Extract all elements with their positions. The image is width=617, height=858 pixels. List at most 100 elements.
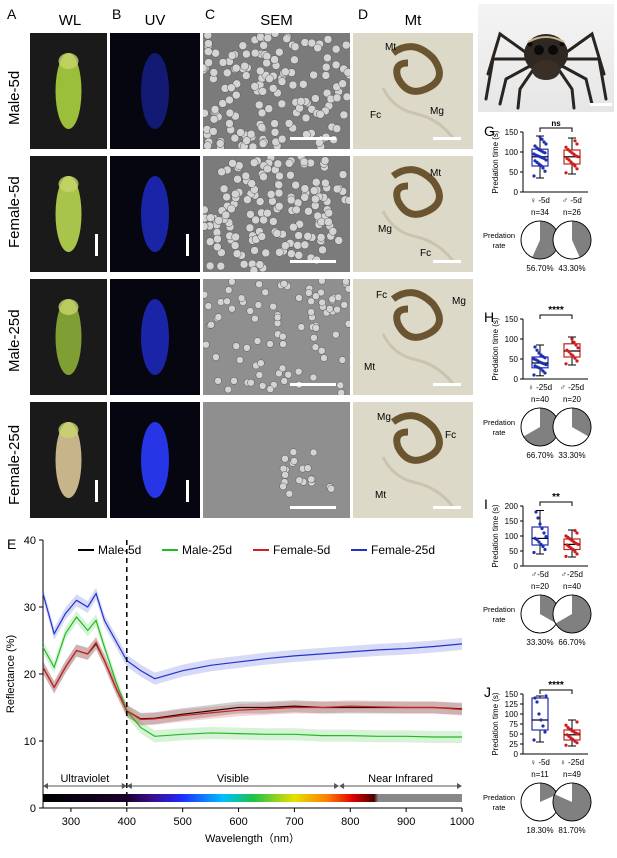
region-label: Ultraviolet (60, 773, 109, 785)
brochosome-particle (227, 83, 236, 92)
brochosome-particle (270, 119, 279, 128)
brochosome-particle (321, 178, 330, 188)
gut-structure (381, 456, 455, 508)
brochosome-particle (343, 68, 350, 77)
brochosome-particle (327, 485, 335, 493)
brochosome-particle (295, 476, 304, 485)
brochosome-particle (225, 108, 235, 118)
malpighian-tubule (390, 412, 443, 464)
brochosome-particle (255, 260, 265, 269)
data-point (569, 352, 573, 356)
data-point (575, 359, 579, 363)
group-label: ♀ -5d (530, 758, 550, 767)
mt-annotation: Mg (452, 296, 466, 307)
x-tick-label: 300 (62, 816, 80, 828)
brochosome-particle (239, 260, 249, 269)
scale-bar (186, 480, 189, 502)
brochosome-particle (297, 323, 306, 331)
brochosome-particle (277, 77, 287, 86)
y-tick-label: 50 (509, 355, 518, 364)
brochosome-particle (304, 464, 312, 472)
brochosome-particle (316, 110, 325, 119)
brochosome-particle (228, 304, 236, 313)
column-header-mt: Mt (404, 12, 422, 29)
brochosome-particle (228, 279, 236, 286)
brochosome-particle (227, 51, 237, 60)
panel-letter-e: E (7, 536, 17, 552)
brochosome-particle (231, 63, 241, 73)
brochosome-particle (333, 305, 341, 314)
column-header-sem: SEM (260, 12, 293, 29)
brochosome-particle (336, 381, 345, 390)
mt-photo (353, 33, 473, 149)
brochosome-particle (250, 82, 259, 91)
n-label: n=49 (563, 770, 582, 779)
legend: Male-5d Male-25d Female-5d Female-25d (78, 543, 435, 557)
data-point (570, 337, 574, 341)
panel-G: 0 50 100 150 Predation time (s) ♀ -5d n=34 ♂ -5… (483, 119, 592, 273)
data-point (576, 346, 580, 350)
mt-annotation: Mt (385, 42, 397, 53)
region-label: Near Infrared (368, 773, 433, 785)
x-tick-label: 900 (397, 816, 415, 828)
brochosome-particle (231, 189, 240, 199)
y-tick-label: 100 (505, 532, 519, 541)
brochosome-particle (257, 108, 267, 118)
brochosome-particle (258, 382, 267, 390)
panel-letter-c: C (205, 6, 216, 22)
legend-label: Male-25d (182, 543, 232, 557)
brochosome-particle (213, 242, 222, 252)
insect-body (55, 422, 82, 498)
rate-label: Predation (483, 418, 515, 427)
brochosome-particle (272, 229, 282, 238)
data-point (575, 142, 579, 146)
data-point (564, 743, 568, 747)
panel-letter-a: A (7, 6, 17, 22)
brochosome-particle (203, 205, 209, 215)
brochosome-particle (275, 171, 284, 181)
brochosome-particle (209, 68, 219, 77)
data-point (532, 174, 536, 178)
brochosome-particle (249, 266, 259, 272)
brochosome-particle (262, 58, 271, 68)
brochosome-particle (258, 87, 267, 96)
brochosome-particle (275, 248, 284, 257)
brochosome-particle (278, 364, 287, 373)
brochosome-particle (238, 41, 248, 50)
insect-uv-glow (141, 299, 169, 375)
brochosome-particle (305, 289, 313, 297)
brochosome-particle (332, 93, 342, 103)
significance-bracket (539, 501, 573, 506)
y-tick-label: 0 (514, 375, 519, 384)
brochosome-particle (209, 127, 218, 136)
mt-annotation: Fc (420, 248, 432, 259)
brochosome-particle (300, 184, 310, 193)
mt-annotation: Mt (430, 168, 442, 179)
data-point (544, 142, 548, 146)
panel-letter-b: B (112, 6, 122, 22)
series-band (43, 587, 462, 685)
brochosome-particle (274, 202, 284, 211)
y-axis-label: Predation time (s) (491, 504, 500, 567)
brochosome-particle (290, 42, 300, 52)
brochosome-particle (231, 232, 240, 242)
brochosome-particle (257, 123, 267, 132)
brochosome-particle (261, 248, 271, 258)
brochosome-particle (292, 205, 301, 215)
brochosome-particle (284, 119, 294, 128)
rate-label: Predation (483, 793, 515, 802)
data-point (572, 340, 576, 344)
brochosome-particle (269, 302, 277, 311)
brochosome-particle (257, 232, 267, 241)
brochosome-particle (294, 251, 304, 260)
brochosome-particle (204, 39, 213, 48)
brochosome-particle (275, 47, 284, 57)
brochosome-particle (291, 180, 300, 190)
brochosome-particle (289, 222, 298, 232)
brochosome-particle (218, 99, 227, 108)
brochosome-particle (323, 53, 332, 63)
brochosome-particle (237, 294, 246, 302)
brochosome-particle (290, 457, 298, 465)
brochosome-particle (344, 196, 350, 205)
brochosome-particle (344, 320, 350, 328)
